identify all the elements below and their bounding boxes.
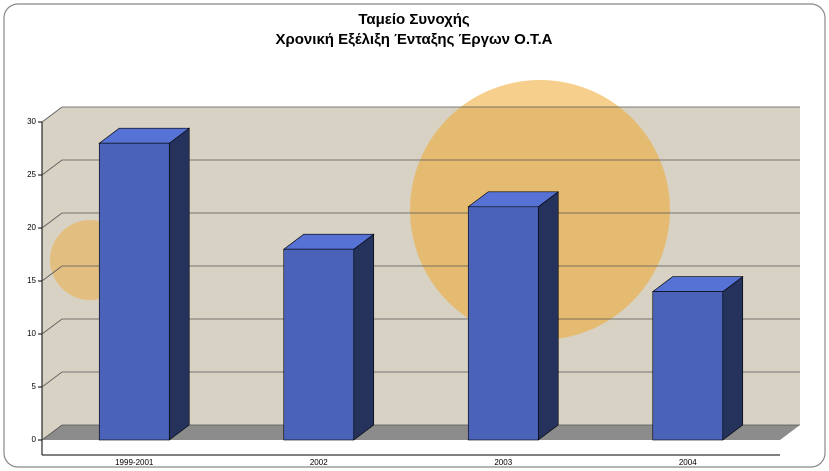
x-tick-label: 2004	[679, 458, 697, 467]
chart: Ταμείο Συνοχής Χρονική Εξέλιξη Ένταξης Έ…	[0, 0, 829, 471]
x-tick-label: 2003	[494, 458, 512, 467]
chart-subtitle: Χρονική Εξέλιξη Ένταξης Έργων Ο.Τ.Α	[275, 31, 552, 48]
bar-side	[354, 234, 374, 440]
bar-side	[723, 277, 743, 440]
y-tick-label: 20	[27, 223, 36, 232]
y-tick-label: 25	[27, 170, 36, 179]
chart-title: Ταμείο Συνοχής	[358, 11, 470, 28]
y-tick-label: 30	[27, 117, 36, 126]
bar-side	[169, 128, 189, 440]
bar-side	[538, 192, 558, 440]
bar	[284, 249, 354, 440]
x-tick-label: 1999-2001	[115, 458, 154, 467]
y-tick-label: 0	[32, 435, 37, 444]
bar	[653, 292, 723, 440]
y-tick-label: 10	[27, 329, 36, 338]
bar	[99, 143, 169, 440]
x-tick-label: 2002	[310, 458, 328, 467]
y-tick-label: 5	[32, 382, 37, 391]
y-tick-label: 15	[27, 276, 36, 285]
bar	[468, 207, 538, 440]
